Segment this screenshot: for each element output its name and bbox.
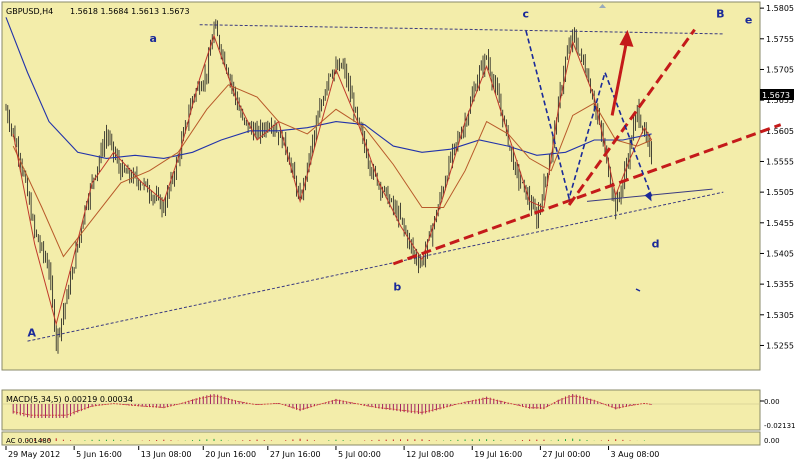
macd-signal-line [13, 395, 652, 416]
symbol-label: GBPUSD,H4 [6, 7, 53, 16]
time-tick-label: 27 Jul 00:00 [542, 450, 590, 459]
price-tick-label: 1.5505 [766, 188, 794, 197]
price-tick-label: 1.5655 [766, 96, 794, 105]
ac-histogram [12, 438, 645, 441]
price-tick-label: 1.5355 [766, 280, 794, 289]
wave-label: e [745, 13, 752, 26]
wave-label: c [522, 7, 529, 20]
price-tick-label: 1.5805 [766, 4, 794, 13]
long-moving-average [5, 17, 652, 159]
price-axis: 1.5805 1.5755 1.5705 1.5655 1.5605 1.5555 1.55… [760, 4, 794, 350]
small-dash-mark [635, 288, 641, 292]
time-axis: 29 May 2012 5 Jun 16:00 13 Jun 08:00 20 Jun… [5, 446, 660, 459]
price-tick-label: 1.5255 [766, 341, 794, 350]
wave-label: A [28, 326, 37, 339]
price-tick-label: 1.5705 [766, 65, 794, 74]
bullish-arrow [610, 41, 628, 116]
wave-label: B [716, 7, 724, 20]
wave-label: b [393, 280, 401, 293]
macd-label: MACD(5,34,5) 0.00219 0.00034 [6, 395, 133, 404]
projected-wave-path [525, 30, 653, 202]
time-tick-label: 29 May 2012 [8, 450, 60, 459]
macd-scale-bottom: -0.02131 [764, 422, 795, 430]
wave-label: d [652, 237, 660, 250]
time-tick-label: 19 Jul 16:00 [474, 450, 522, 459]
red-trend-line-lower [392, 123, 782, 266]
time-tick-label: 27 Jun 16:00 [270, 450, 321, 459]
ohlc-readout: 1.5618 1.5684 1.5613 1.5673 [70, 7, 190, 16]
price-tick-label: 1.5455 [766, 219, 794, 228]
ac-label: AC 0.001480 [6, 437, 51, 445]
price-tick-label: 1.5605 [766, 127, 794, 136]
lower-trend-line [27, 191, 724, 342]
price-tick-label: 1.5305 [766, 311, 794, 320]
time-tick-label: 12 Jul 08:00 [406, 450, 454, 459]
price-tick-label: 1.5755 [766, 35, 794, 44]
time-tick-label: 3 Aug 08:00 [611, 450, 660, 459]
wave-labels: Aa b c d B e [28, 7, 753, 339]
projected-wave-arrow [644, 191, 652, 202]
red-trend-line-upper [567, 28, 696, 206]
price-tick-label: 1.5405 [766, 249, 794, 258]
slow-moving-average [12, 84, 652, 258]
upper-channel-line [199, 24, 724, 35]
current-price-tag [760, 89, 794, 100]
scroll-marker-icon [599, 4, 606, 8]
macd-pane [1, 389, 761, 431]
ac-scale: 0.00 [764, 437, 780, 445]
ac-pane [1, 431, 761, 446]
time-tick-label: 5 Jul 00:00 [338, 450, 381, 459]
fast-moving-average [12, 34, 653, 326]
time-tick-label: 13 Jun 08:00 [141, 450, 192, 459]
time-tick-label: 5 Jun 16:00 [76, 450, 122, 459]
current-price-label: 1.5673 [762, 91, 790, 100]
time-tick-label: 20 Jun 16:00 [205, 450, 256, 459]
price-tick-label: 1.5555 [766, 157, 794, 166]
macd-scale-top: 0.00 [764, 398, 780, 406]
bullish-arrow-head [619, 29, 634, 47]
wave-label: a [149, 32, 156, 45]
